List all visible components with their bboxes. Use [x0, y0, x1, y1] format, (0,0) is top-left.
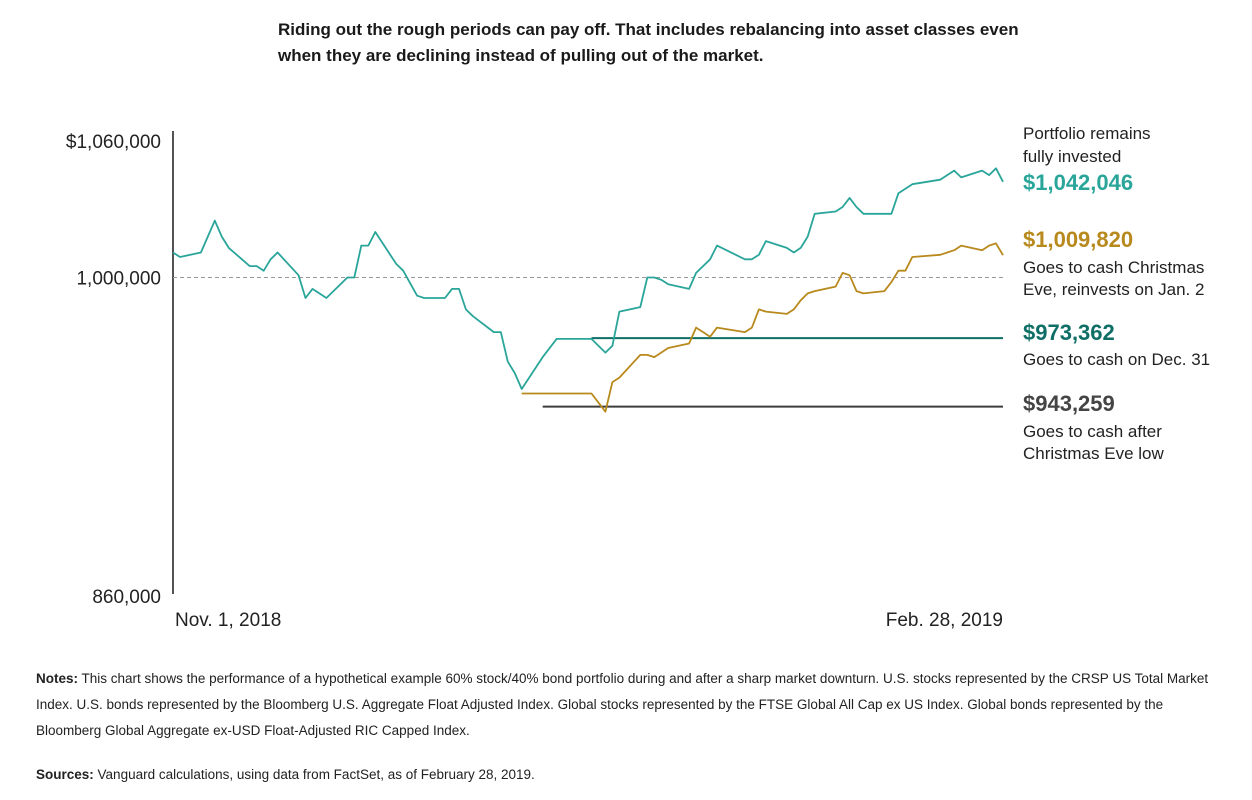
series-name-dec31: Goes to cash on Dec. 31 — [1023, 350, 1210, 369]
series-value-invested: $1,042,046 — [1023, 170, 1133, 195]
line-chart: $1,060,000 1,000,000 860,000 Nov. 1, 2018 Fe… — [66, 124, 1210, 631]
x-tick-label-1: Feb. 28, 2019 — [886, 610, 1003, 631]
series-value-christmas_eve: $1,009,820 — [1023, 227, 1133, 252]
series-line-christmas_eve — [521, 242, 1004, 413]
series-name-christmas_eve: Goes to cash Christmas Eve, reinvests on … — [1023, 258, 1204, 299]
notes-label: Notes: — [36, 671, 79, 686]
series-name-invested: Portfolio remains fully invested — [1023, 124, 1151, 166]
chart-title: Riding out the rough periods can pay off… — [278, 20, 1019, 65]
notes-text: This chart shows the performance of a hy… — [36, 671, 1209, 738]
series-value-dec31: $973,362 — [1023, 320, 1115, 345]
series-value-after_low: $943,259 — [1023, 391, 1115, 416]
sources-block: Sources: Vanguard calculations, using da… — [36, 762, 1226, 788]
series-name-after_low: Goes to cash after Christmas Eve low — [1023, 422, 1164, 463]
sources-text: Vanguard calculations, using data from F… — [97, 767, 535, 782]
notes-block: Notes: This chart shows the performance … — [36, 666, 1226, 744]
sources-label: Sources: — [36, 767, 94, 782]
y-tick-label-2: 860,000 — [92, 587, 161, 608]
y-tick-label-1: 1,000,000 — [76, 269, 161, 290]
series-line-invested — [172, 167, 1004, 390]
x-tick-label-0: Nov. 1, 2018 — [175, 610, 281, 631]
y-tick-label-0: $1,060,000 — [66, 132, 161, 153]
